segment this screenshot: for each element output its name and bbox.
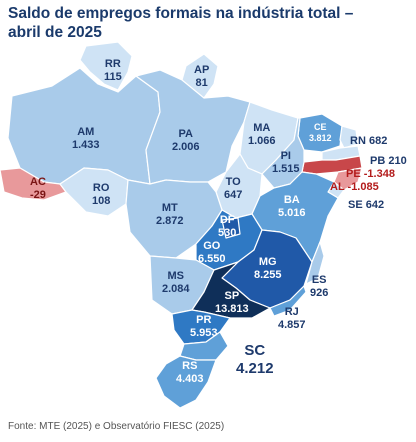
label-code: AP <box>194 64 210 76</box>
label-value: -1.085 <box>347 181 379 193</box>
label-value: 2.084 <box>162 283 190 295</box>
label-code: SP <box>224 290 240 302</box>
label-es: ES 926 <box>310 274 328 300</box>
label-code: AM <box>77 126 95 138</box>
label-pr: PR 5.953 <box>190 314 218 340</box>
label-code: ES <box>311 274 327 286</box>
label-pa: PA 2.006 <box>172 128 200 154</box>
label-ce: CE 3.812 <box>309 122 332 144</box>
label-code: MS <box>167 270 185 282</box>
label-code: PB <box>370 155 386 167</box>
label-code: MT <box>161 202 178 214</box>
label-rn: RN 682 <box>350 135 387 148</box>
map-title-line1: Saldo de empregos formais na indústria t… <box>8 5 354 22</box>
label-ms: MS 2.084 <box>162 270 190 296</box>
label-df: DF 530 <box>218 214 236 240</box>
label-code: AC <box>30 176 46 188</box>
label-value: 1.433 <box>72 139 100 151</box>
label-code: TO <box>225 176 241 188</box>
label-value: 6.550 <box>198 253 226 265</box>
map-title: Saldo de empregos formais na indústria t… <box>8 4 408 42</box>
label-rr: RR 115 <box>104 58 122 84</box>
label-value: 530 <box>218 227 237 239</box>
state-rr <box>79 41 133 91</box>
state-sp <box>191 261 271 319</box>
label-mg: MG 8.255 <box>254 256 282 282</box>
state-rj <box>269 285 307 317</box>
label-value: 1.515 <box>272 163 300 175</box>
state-df <box>221 217 241 239</box>
state-al <box>333 167 363 191</box>
label-value: 5.016 <box>278 207 306 219</box>
label-se: SE 642 <box>348 199 384 212</box>
label-code: CE <box>314 122 327 132</box>
label-code: MG <box>258 256 277 268</box>
label-code: RN <box>350 135 366 147</box>
label-rj: RJ 4.857 <box>278 306 306 332</box>
label-code: BA <box>283 194 300 206</box>
label-to: TO 647 <box>224 176 242 202</box>
label-code: MA <box>253 122 271 134</box>
label-ap: AP 81 <box>194 64 209 90</box>
label-value: 926 <box>310 287 329 299</box>
label-code: RJ <box>284 306 299 318</box>
label-value: 2.006 <box>172 141 200 153</box>
state-rn <box>339 125 359 149</box>
label-value: 81 <box>195 77 208 89</box>
label-value: 108 <box>92 195 111 207</box>
label-code: PE <box>346 168 361 180</box>
label-sp: SP 13.813 <box>215 290 249 316</box>
label-pe: PE -1.348 <box>346 168 395 181</box>
label-value: 4.857 <box>278 319 306 331</box>
label-value: -29 <box>30 189 46 201</box>
label-value: 4.212 <box>236 360 274 377</box>
label-ro: RO 108 <box>92 182 110 208</box>
label-code: AL <box>330 181 345 193</box>
state-es <box>305 241 325 285</box>
label-rs: RS 4.403 <box>176 360 204 386</box>
label-mt: MT 2.872 <box>156 202 184 228</box>
label-value: 2.872 <box>156 215 184 227</box>
label-al: AL -1.085 <box>330 181 379 194</box>
label-value: 5.953 <box>190 327 218 339</box>
label-code: PR <box>196 314 212 326</box>
label-ac: AC -29 <box>30 176 46 202</box>
label-pb: PB 210 <box>370 155 407 168</box>
label-code: RR <box>104 58 121 70</box>
source-note: Fonte: MTE (2025) e Observatório FIESC (… <box>8 421 225 432</box>
label-code: DF <box>219 214 235 226</box>
label-value: 647 <box>224 189 243 201</box>
label-value: 3.812 <box>309 133 332 143</box>
label-pi: PI 1.515 <box>272 150 300 176</box>
label-am: AM 1.433 <box>72 126 100 152</box>
label-code: SE <box>348 199 363 211</box>
label-value: 115 <box>104 71 122 83</box>
label-value: 210 <box>388 155 407 167</box>
label-code: SC <box>244 342 266 359</box>
label-value: 642 <box>365 199 385 211</box>
label-value: 1.066 <box>248 135 276 147</box>
label-code: PA <box>178 128 193 140</box>
label-ma: MA 1.066 <box>248 122 276 148</box>
label-value: 8.255 <box>254 269 282 281</box>
label-code: GO <box>203 240 221 252</box>
label-sc: SC 4.212 <box>236 342 274 378</box>
label-code: PI <box>280 150 291 162</box>
label-value: 4.403 <box>176 373 204 385</box>
label-value: 682 <box>368 135 388 147</box>
label-code: RS <box>182 360 198 372</box>
label-value: -1.348 <box>363 168 395 180</box>
label-code: RO <box>92 182 110 194</box>
label-value: 13.813 <box>215 303 249 315</box>
label-ba: BA 5.016 <box>278 194 306 220</box>
map-title-line2: abril de 2025 <box>8 24 102 41</box>
label-go: GO 6.550 <box>198 240 226 266</box>
state-rs <box>155 355 217 409</box>
